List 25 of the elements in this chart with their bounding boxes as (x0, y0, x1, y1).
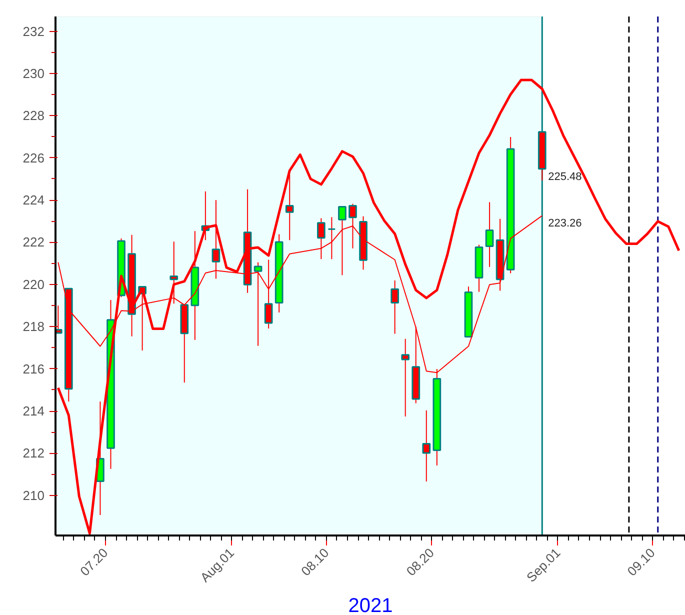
y-tick-label: 228 (22, 108, 45, 124)
candlestick (317, 218, 326, 260)
candlestick (485, 202, 494, 268)
candlestick (422, 410, 431, 482)
candlestick (170, 241, 178, 304)
candlestick (285, 174, 294, 241)
candlestick (390, 280, 399, 334)
y-tick-label: 232 (22, 24, 45, 39)
y-tick-label: 210 (22, 488, 45, 503)
x-axis-title: 2021 (348, 595, 393, 615)
y-tick-label: 218 (22, 319, 45, 334)
y-tick-label: 220 (22, 276, 45, 292)
candlestick (401, 338, 410, 418)
candlestick (254, 262, 262, 346)
y-tick-label: 230 (22, 66, 45, 81)
line-series (56, 78, 680, 535)
annotation: 223.26 (548, 218, 582, 230)
y-tick-label: 212 (22, 446, 45, 461)
y-tick-label: 222 (22, 234, 45, 250)
candlestick (264, 259, 273, 330)
y-tick-label: 224 (22, 192, 45, 208)
y-tick-label: 226 (22, 150, 45, 166)
annotation: 225.48 (548, 170, 582, 183)
y-tick-label: 214 (22, 404, 45, 419)
y-tick-label: 216 (22, 361, 45, 376)
